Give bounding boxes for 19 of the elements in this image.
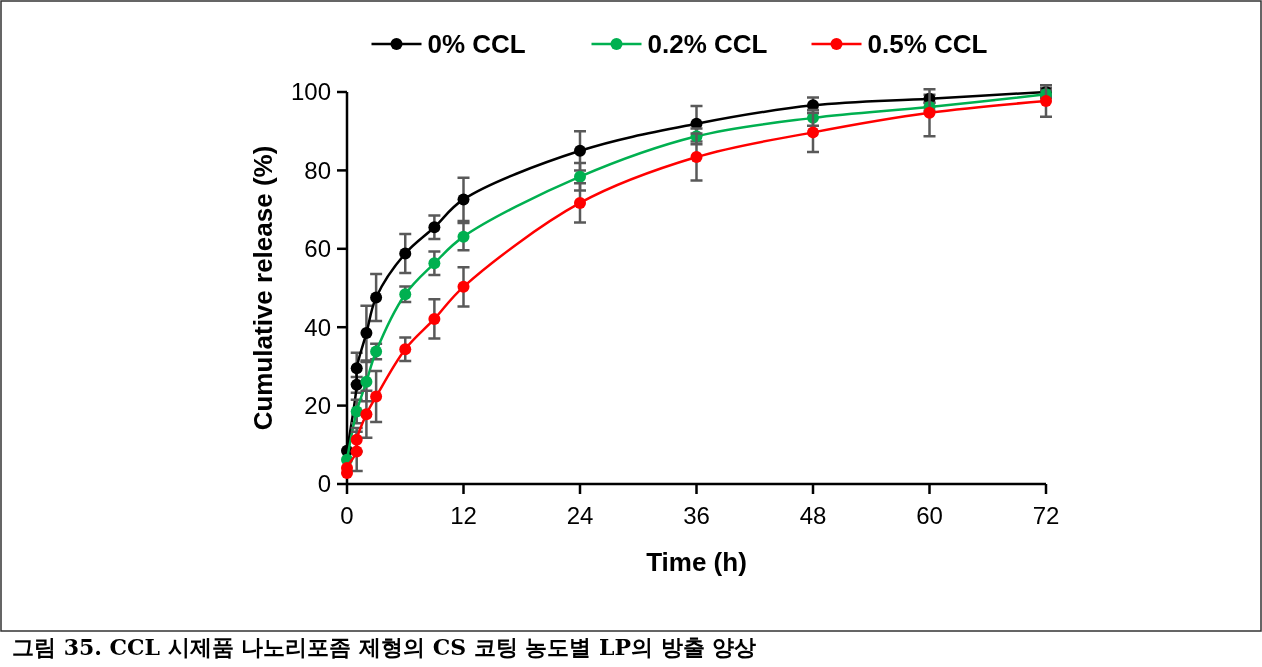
y-tick-label: 60 xyxy=(304,235,331,263)
y-tick-label: 0 xyxy=(317,470,331,498)
x-tick-label: 48 xyxy=(799,502,827,529)
x-tick-label: 72 xyxy=(1032,502,1060,529)
legend-label: 0.2% CCL xyxy=(647,29,768,60)
caption: 그림 35. CCL 시제품 나노리포좀 제형의 CS 코팅 농도별 LP의 방출 양상 xyxy=(12,634,757,660)
x-tick-label: 36 xyxy=(683,502,710,529)
x-axis-title: Time (h) xyxy=(646,547,747,577)
x-tick-label: 0 xyxy=(340,502,354,529)
y-tick-label: 80 xyxy=(304,156,331,184)
y-tick-label: 100 xyxy=(290,78,331,106)
x-tick-label: 60 xyxy=(916,502,943,529)
y-tick-label: 40 xyxy=(304,313,331,341)
y-tick-label: 20 xyxy=(304,392,331,419)
legend-label: 0.5% CCL xyxy=(867,29,988,60)
x-tick-label: 12 xyxy=(450,502,477,529)
y-axis-title: Cumulative release (%) xyxy=(248,145,278,431)
x-tick-label: 24 xyxy=(566,502,594,529)
legend-label: 0% CCL xyxy=(427,29,526,60)
